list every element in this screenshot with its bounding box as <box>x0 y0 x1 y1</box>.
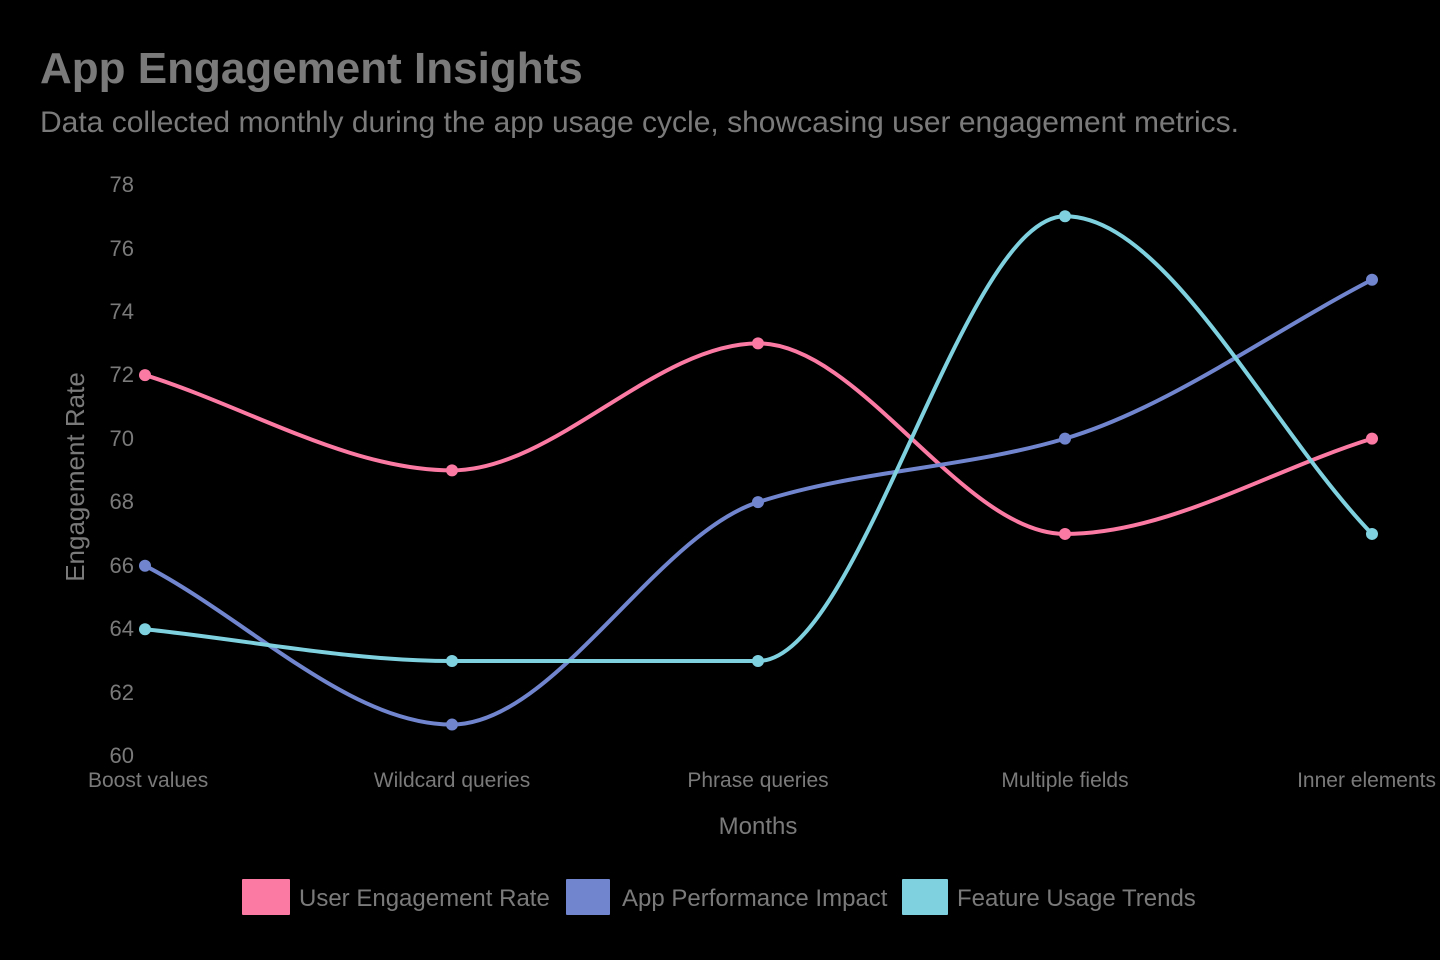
svg-text:Phrase queries: Phrase queries <box>687 769 828 792</box>
svg-text:Feature Usage Trends: Feature Usage Trends <box>957 885 1196 912</box>
svg-text:76: 76 <box>110 236 134 261</box>
svg-text:74: 74 <box>110 299 134 324</box>
svg-text:Engagement Rate: Engagement Rate <box>60 372 90 582</box>
svg-text:78: 78 <box>110 172 134 197</box>
svg-text:Inner elements: Inner elements <box>1297 769 1436 792</box>
svg-text:66: 66 <box>110 553 134 578</box>
svg-text:App Performance Impact: App Performance Impact <box>622 885 888 912</box>
svg-text:Multiple fields: Multiple fields <box>1001 769 1128 792</box>
svg-text:Boost values: Boost values <box>88 769 208 792</box>
svg-text:68: 68 <box>110 489 134 514</box>
svg-text:Months: Months <box>719 813 798 840</box>
svg-text:User Engagement Rate: User Engagement Rate <box>299 885 550 912</box>
svg-text:62: 62 <box>110 680 134 705</box>
svg-text:60: 60 <box>110 743 134 768</box>
svg-text:64: 64 <box>110 616 134 641</box>
svg-text:Wildcard queries: Wildcard queries <box>374 769 530 792</box>
svg-text:70: 70 <box>110 426 134 451</box>
svg-text:72: 72 <box>110 362 134 387</box>
